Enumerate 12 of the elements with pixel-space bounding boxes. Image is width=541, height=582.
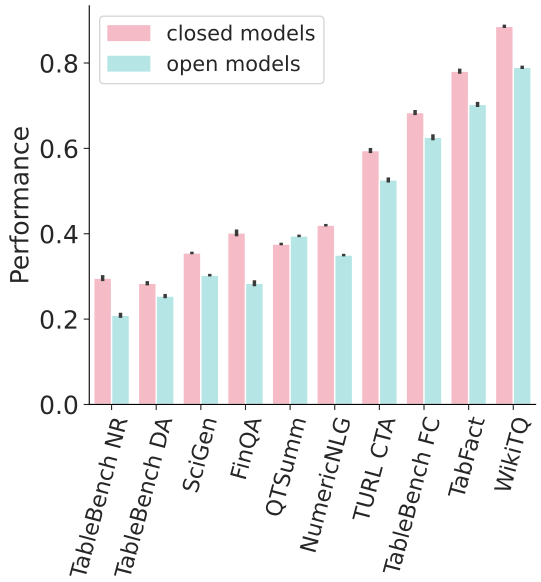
legend-label: open models — [167, 55, 300, 76]
y-tick-label: 0.0 — [40, 395, 78, 414]
legend-label: closed models — [167, 24, 315, 41]
y-tick-label: 0.2 — [40, 310, 76, 329]
y-tick-label: 0.6 — [40, 139, 78, 158]
y-tick-label: 0.8 — [40, 54, 78, 73]
x-tick-label: FinQA — [229, 415, 265, 480]
x-tick-label: TabFact — [447, 415, 486, 500]
x-tick-label: SciGen — [181, 416, 217, 493]
x-tick-label: WikiTQ — [493, 416, 532, 494]
y-tick-label: 0.4 — [40, 224, 78, 244]
y-axis-title: Performance — [9, 127, 29, 282]
